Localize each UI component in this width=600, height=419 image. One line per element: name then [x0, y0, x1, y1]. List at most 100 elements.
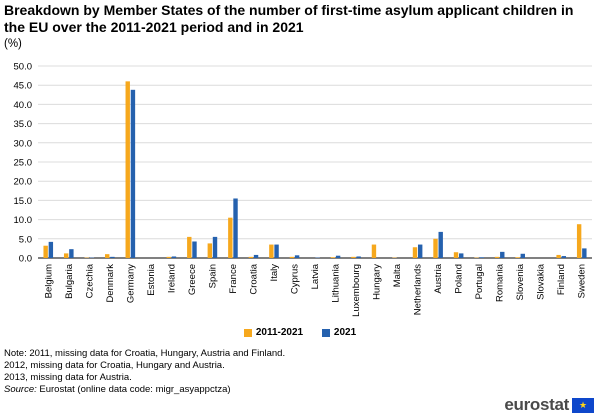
bar-2011-2021	[576, 224, 582, 258]
bar-2011-2021	[433, 238, 438, 258]
x-tick-label: Luxembourg	[351, 264, 362, 317]
chart-title: Breakdown by Member States of the number…	[4, 2, 574, 35]
bar-2011-2021	[43, 245, 48, 258]
bar-2011-2021	[289, 256, 295, 258]
x-tick-label: Slovenia	[515, 263, 526, 300]
x-tick-label: France	[228, 264, 239, 294]
legend-item-2011-2021: 2011-2021	[243, 327, 304, 338]
bar-2011-2021	[494, 256, 500, 258]
bar-2021	[438, 231, 443, 258]
legend-swatch-2011-2021	[243, 328, 252, 337]
bar-2021	[335, 255, 341, 258]
source-text: Eurostat (online data code: migr_asyappc…	[36, 384, 231, 395]
x-tick-label: Hungary	[372, 264, 383, 300]
note-line: 2013, missing data for Austria.	[4, 372, 132, 383]
bar-2021	[171, 256, 177, 258]
bar-2021	[520, 253, 525, 258]
unit-label: (%)	[4, 38, 22, 50]
bar-2011-2021	[453, 252, 459, 258]
logo-text: eurostat	[504, 395, 569, 414]
bar-2021	[69, 249, 74, 258]
note-line: 2012, missing data for Croatia, Hungary …	[4, 360, 225, 371]
legend-label-2011-2021: 2011-2021	[255, 327, 304, 338]
bar-2021	[479, 257, 484, 258]
x-tick-label: Romania	[495, 263, 506, 302]
x-tick-label: Poland	[454, 264, 465, 294]
bar-2021	[192, 241, 197, 258]
bar-2021	[294, 255, 300, 258]
x-tick-label: Estonia	[146, 263, 157, 295]
x-tick-label: Bulgaria	[64, 263, 75, 299]
x-tick-label: Lithuania	[331, 263, 342, 302]
bar-2021	[253, 254, 259, 258]
bar-2021	[459, 253, 464, 258]
y-tick-label: 10.0	[14, 215, 33, 226]
bar-2021	[233, 198, 238, 258]
bar-2021	[561, 256, 567, 258]
bar-2021	[212, 236, 218, 258]
bar-2021	[417, 244, 423, 258]
bar-2011-2021	[248, 256, 254, 258]
y-tick-label: 35.0	[14, 119, 33, 130]
source-label: Source:	[4, 384, 37, 395]
bar-2021	[500, 251, 505, 258]
bar-2021	[110, 256, 115, 258]
bar-2011-2021	[105, 254, 110, 258]
y-tick-label: 50.0	[14, 62, 33, 73]
bar-2011-2021	[330, 257, 336, 258]
legend-swatch-2021	[321, 328, 330, 337]
note-line: Note: 2011, missing data for Croatia, Hu…	[4, 348, 286, 359]
x-tick-label: Italy	[269, 264, 280, 282]
bar-2011-2021	[269, 244, 274, 258]
bar-2011-2021	[166, 256, 171, 258]
y-tick-label: 30.0	[14, 138, 33, 149]
legend-item-2021: 2021	[321, 327, 357, 338]
notes: Note: 2011, missing data for Croatia, Hu…	[4, 348, 285, 396]
bar-2011-2021	[351, 256, 356, 258]
x-tick-label: Greece	[187, 264, 198, 295]
y-tick-label: 40.0	[14, 100, 33, 111]
legend: 2011-2021 2021	[0, 327, 600, 340]
x-tick-label: Spain	[207, 264, 218, 288]
bar-2021	[48, 241, 54, 258]
legend-label-2021: 2021	[333, 327, 357, 338]
bar-2011-2021	[63, 253, 69, 258]
x-tick-label: Sweden	[577, 264, 588, 298]
bar-chart: 0.0 5.0 10.0 15.0 20.0 25.0 30.0 35.0 40.0 45.0 50…	[14, 62, 592, 317]
bar-2011-2021	[371, 244, 377, 258]
x-tick-label: Austria	[433, 263, 444, 293]
eu-flag-icon	[572, 397, 594, 413]
y-tick-label: 5.0	[19, 234, 32, 245]
x-tick-label: Finland	[556, 264, 567, 295]
eurostat-logo: eurostat	[504, 395, 594, 415]
source-line: Source: Eurostat (online data code: migr…	[4, 384, 285, 396]
y-tick-label: 25.0	[14, 158, 33, 169]
y-tick-label: 15.0	[14, 196, 33, 207]
bar-2011-2021	[187, 236, 192, 258]
bar-2011-2021	[556, 254, 561, 258]
bar-2011-2021	[412, 247, 418, 258]
bar-2011-2021	[228, 217, 233, 258]
x-tick-label: Netherlands	[413, 264, 424, 315]
x-tick-label: Denmark	[105, 264, 116, 303]
x-tick-label: Latvia	[310, 263, 321, 289]
bar-2011-2021	[125, 81, 130, 258]
x-tick-label: Belgium	[43, 264, 54, 298]
x-tick-label: Slovakia	[536, 263, 547, 300]
bar-2021	[582, 248, 587, 258]
x-tick-label: Czechia	[84, 263, 95, 298]
x-tick-label: Croatia	[248, 263, 259, 294]
x-tick-label: Portugal	[474, 264, 485, 299]
x-tick-label: Ireland	[166, 264, 177, 293]
bar-2011-2021	[515, 257, 520, 258]
x-tick-label: Cyprus	[289, 264, 300, 294]
bar-2021	[130, 89, 136, 258]
bar-2021	[274, 244, 279, 258]
bar-2011-2021	[207, 243, 213, 258]
x-tick-label: Malta	[392, 263, 403, 287]
y-tick-label: 20.0	[14, 177, 33, 188]
bar-2021	[356, 256, 361, 258]
y-tick-label: 0.0	[19, 254, 32, 265]
y-tick-label: 45.0	[14, 81, 33, 92]
x-tick-label: Germany	[125, 264, 136, 303]
